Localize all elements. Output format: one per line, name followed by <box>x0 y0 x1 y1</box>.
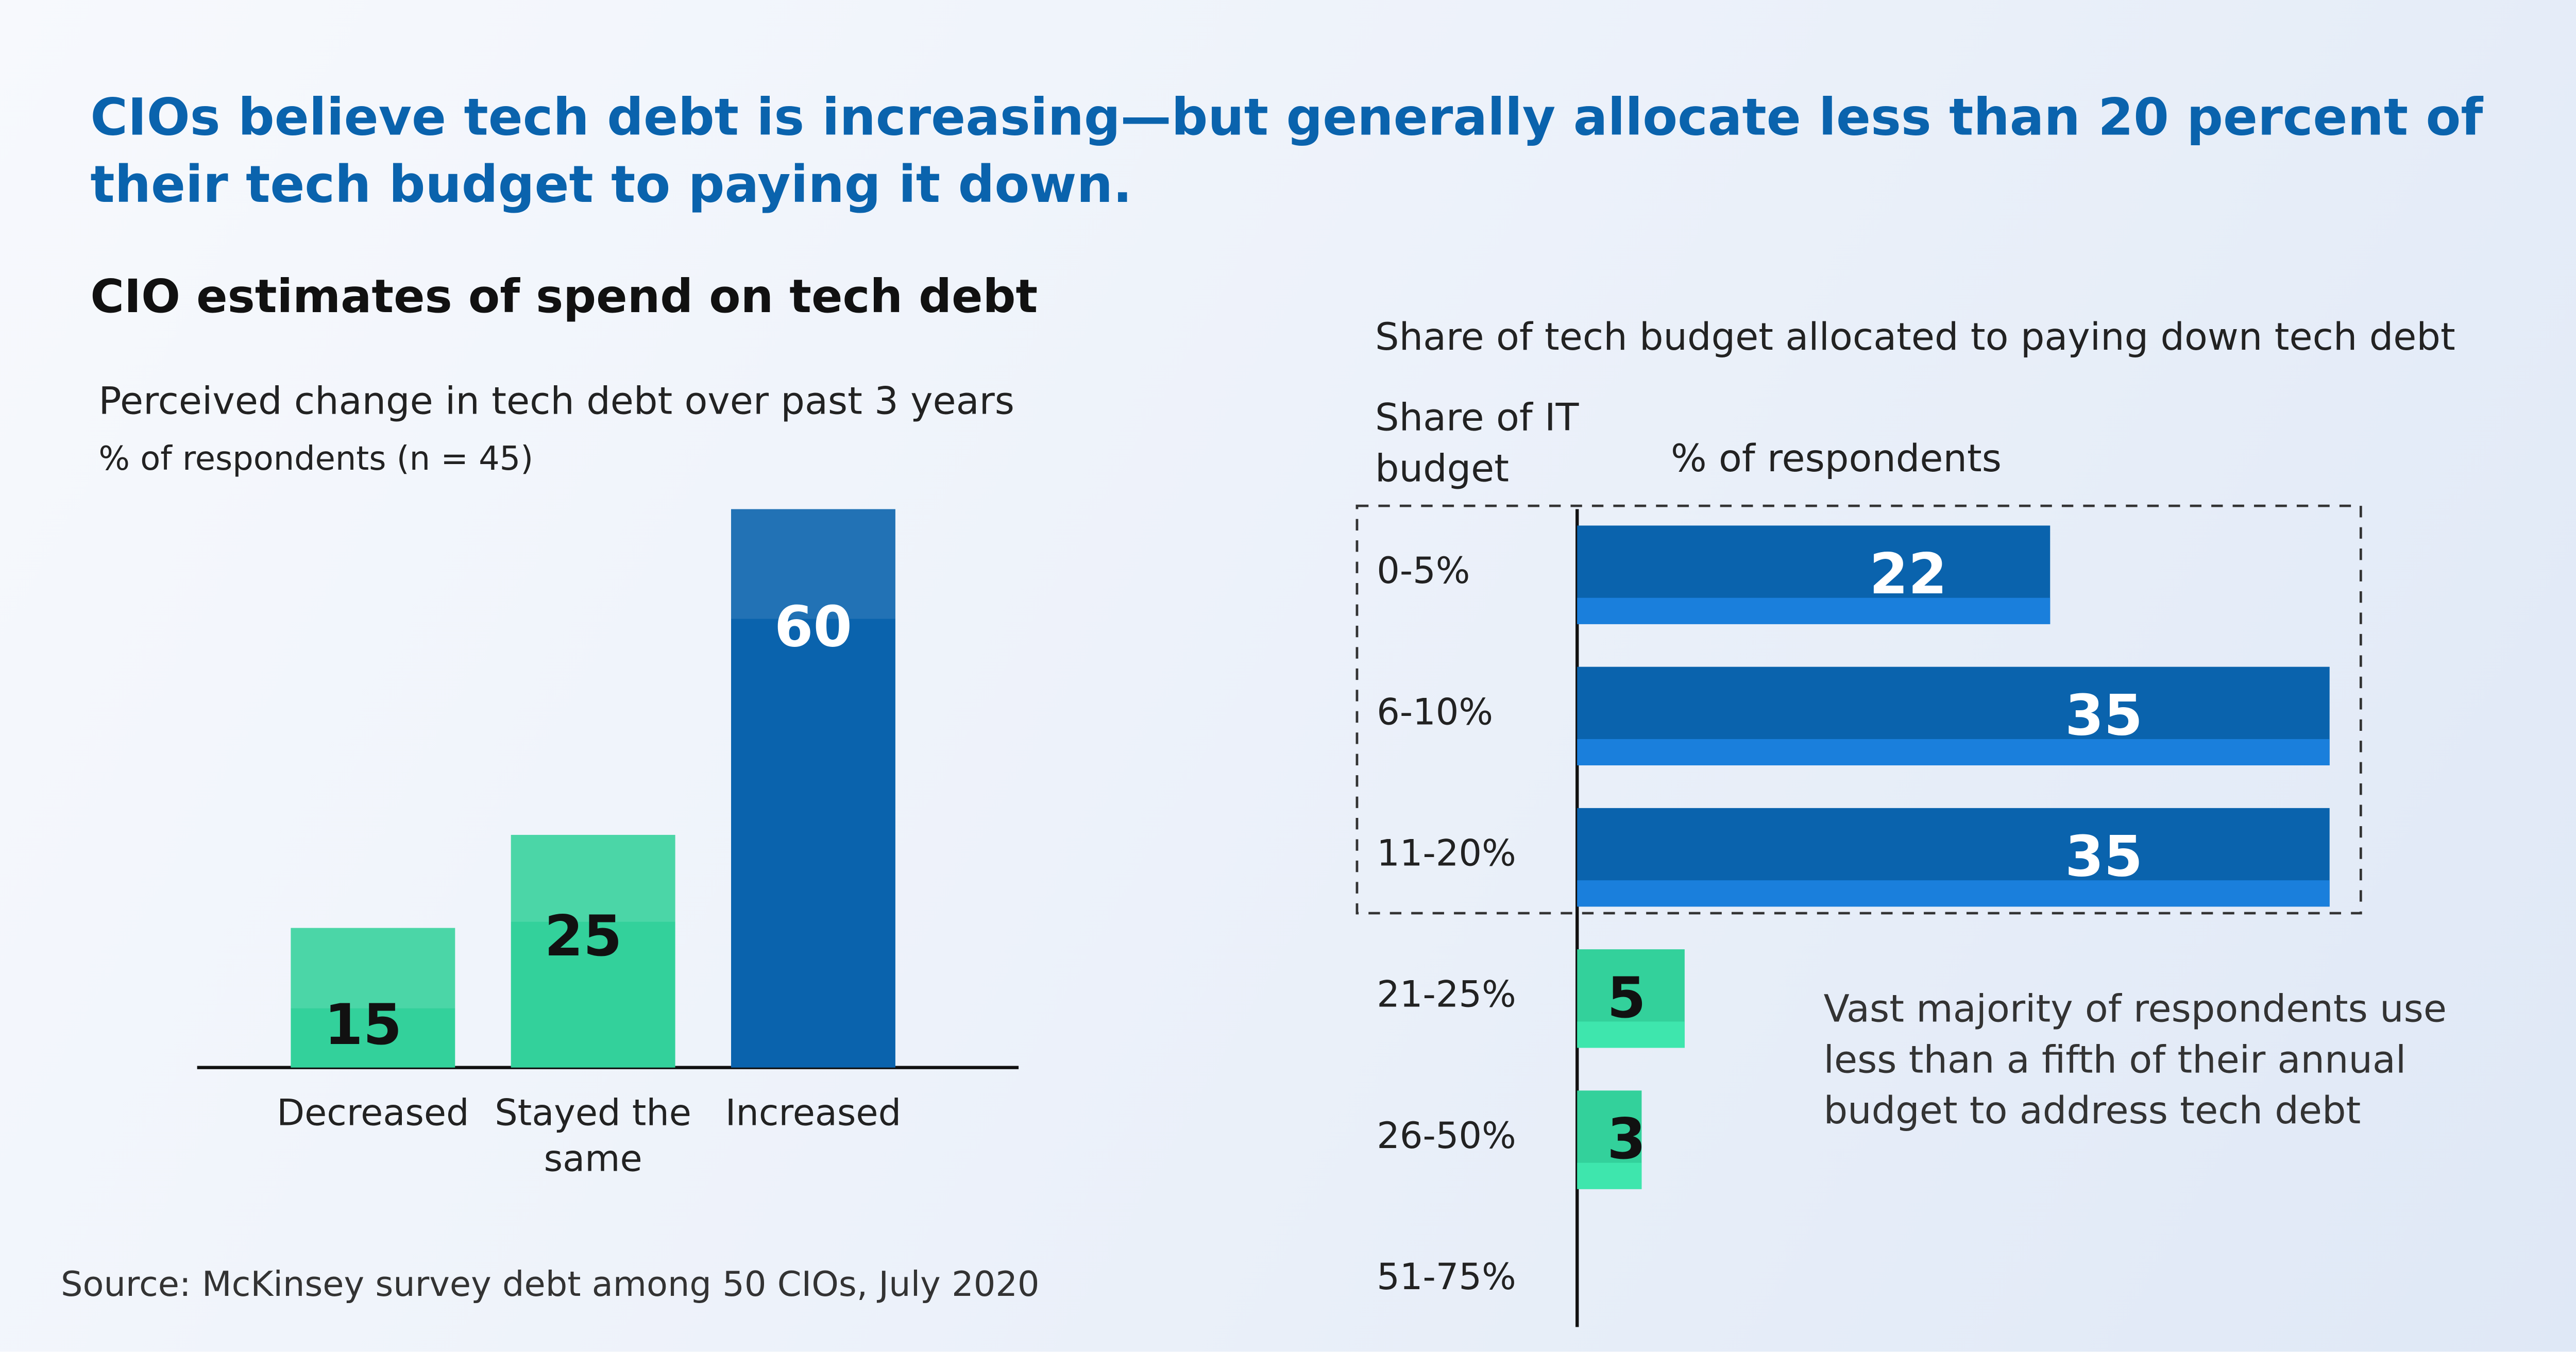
y-tick-label: 11-20% <box>1377 834 1516 876</box>
y-tick-label: 51-75% <box>1377 1258 1516 1299</box>
bar-highlight <box>1577 1162 1642 1189</box>
x-axis-label: % of respondents <box>1671 438 2002 482</box>
chart-title: CIO estimates of spend on tech debt <box>90 269 1038 324</box>
bar-highlight <box>1577 739 2330 765</box>
value-label: 35 <box>2065 682 2143 748</box>
source: Source: McKinsey survey debt among 50 CI… <box>60 1264 1040 1304</box>
bar <box>511 834 675 1068</box>
value-label: 25 <box>545 903 622 969</box>
x-tick-label: Decreased <box>277 1093 469 1135</box>
value-label: 22 <box>1869 541 1947 607</box>
value-label: 60 <box>774 594 852 659</box>
bar <box>291 928 455 1068</box>
y-tick-label: 0-5% <box>1377 552 1470 593</box>
bar <box>731 509 895 1068</box>
x-tick-label: Increased <box>725 1093 902 1135</box>
y-tick-label: 6-10% <box>1377 693 1494 734</box>
y-axis-label: % of respondents (n = 45) <box>98 438 534 478</box>
value-label: 3 <box>1607 1106 1646 1172</box>
value-label: 15 <box>324 992 402 1057</box>
bar-highlight <box>1577 880 2330 907</box>
chart-subtitle: Perceived change in tech debt over past … <box>98 381 1015 424</box>
y-tick-label: 21-25% <box>1377 976 1516 1017</box>
annotation: Vast majority of respondents use less th… <box>1823 988 2447 1134</box>
page-title: CIOs believe tech debt is increasing—but… <box>90 89 2483 215</box>
bar-highlight <box>1577 1021 1685 1048</box>
chart-title: Share of tech budget allocated to paying… <box>1375 317 2455 360</box>
value-label: 5 <box>1607 965 1646 1031</box>
highlight-box <box>1355 504 2362 915</box>
y-axis-label: Share of IT budget <box>1375 397 1579 491</box>
value-label: 35 <box>2065 824 2143 889</box>
x-tick-label: Stayed the same <box>495 1093 691 1181</box>
y-tick-label: 26-50% <box>1377 1117 1516 1158</box>
bar-highlight <box>1577 597 2050 624</box>
